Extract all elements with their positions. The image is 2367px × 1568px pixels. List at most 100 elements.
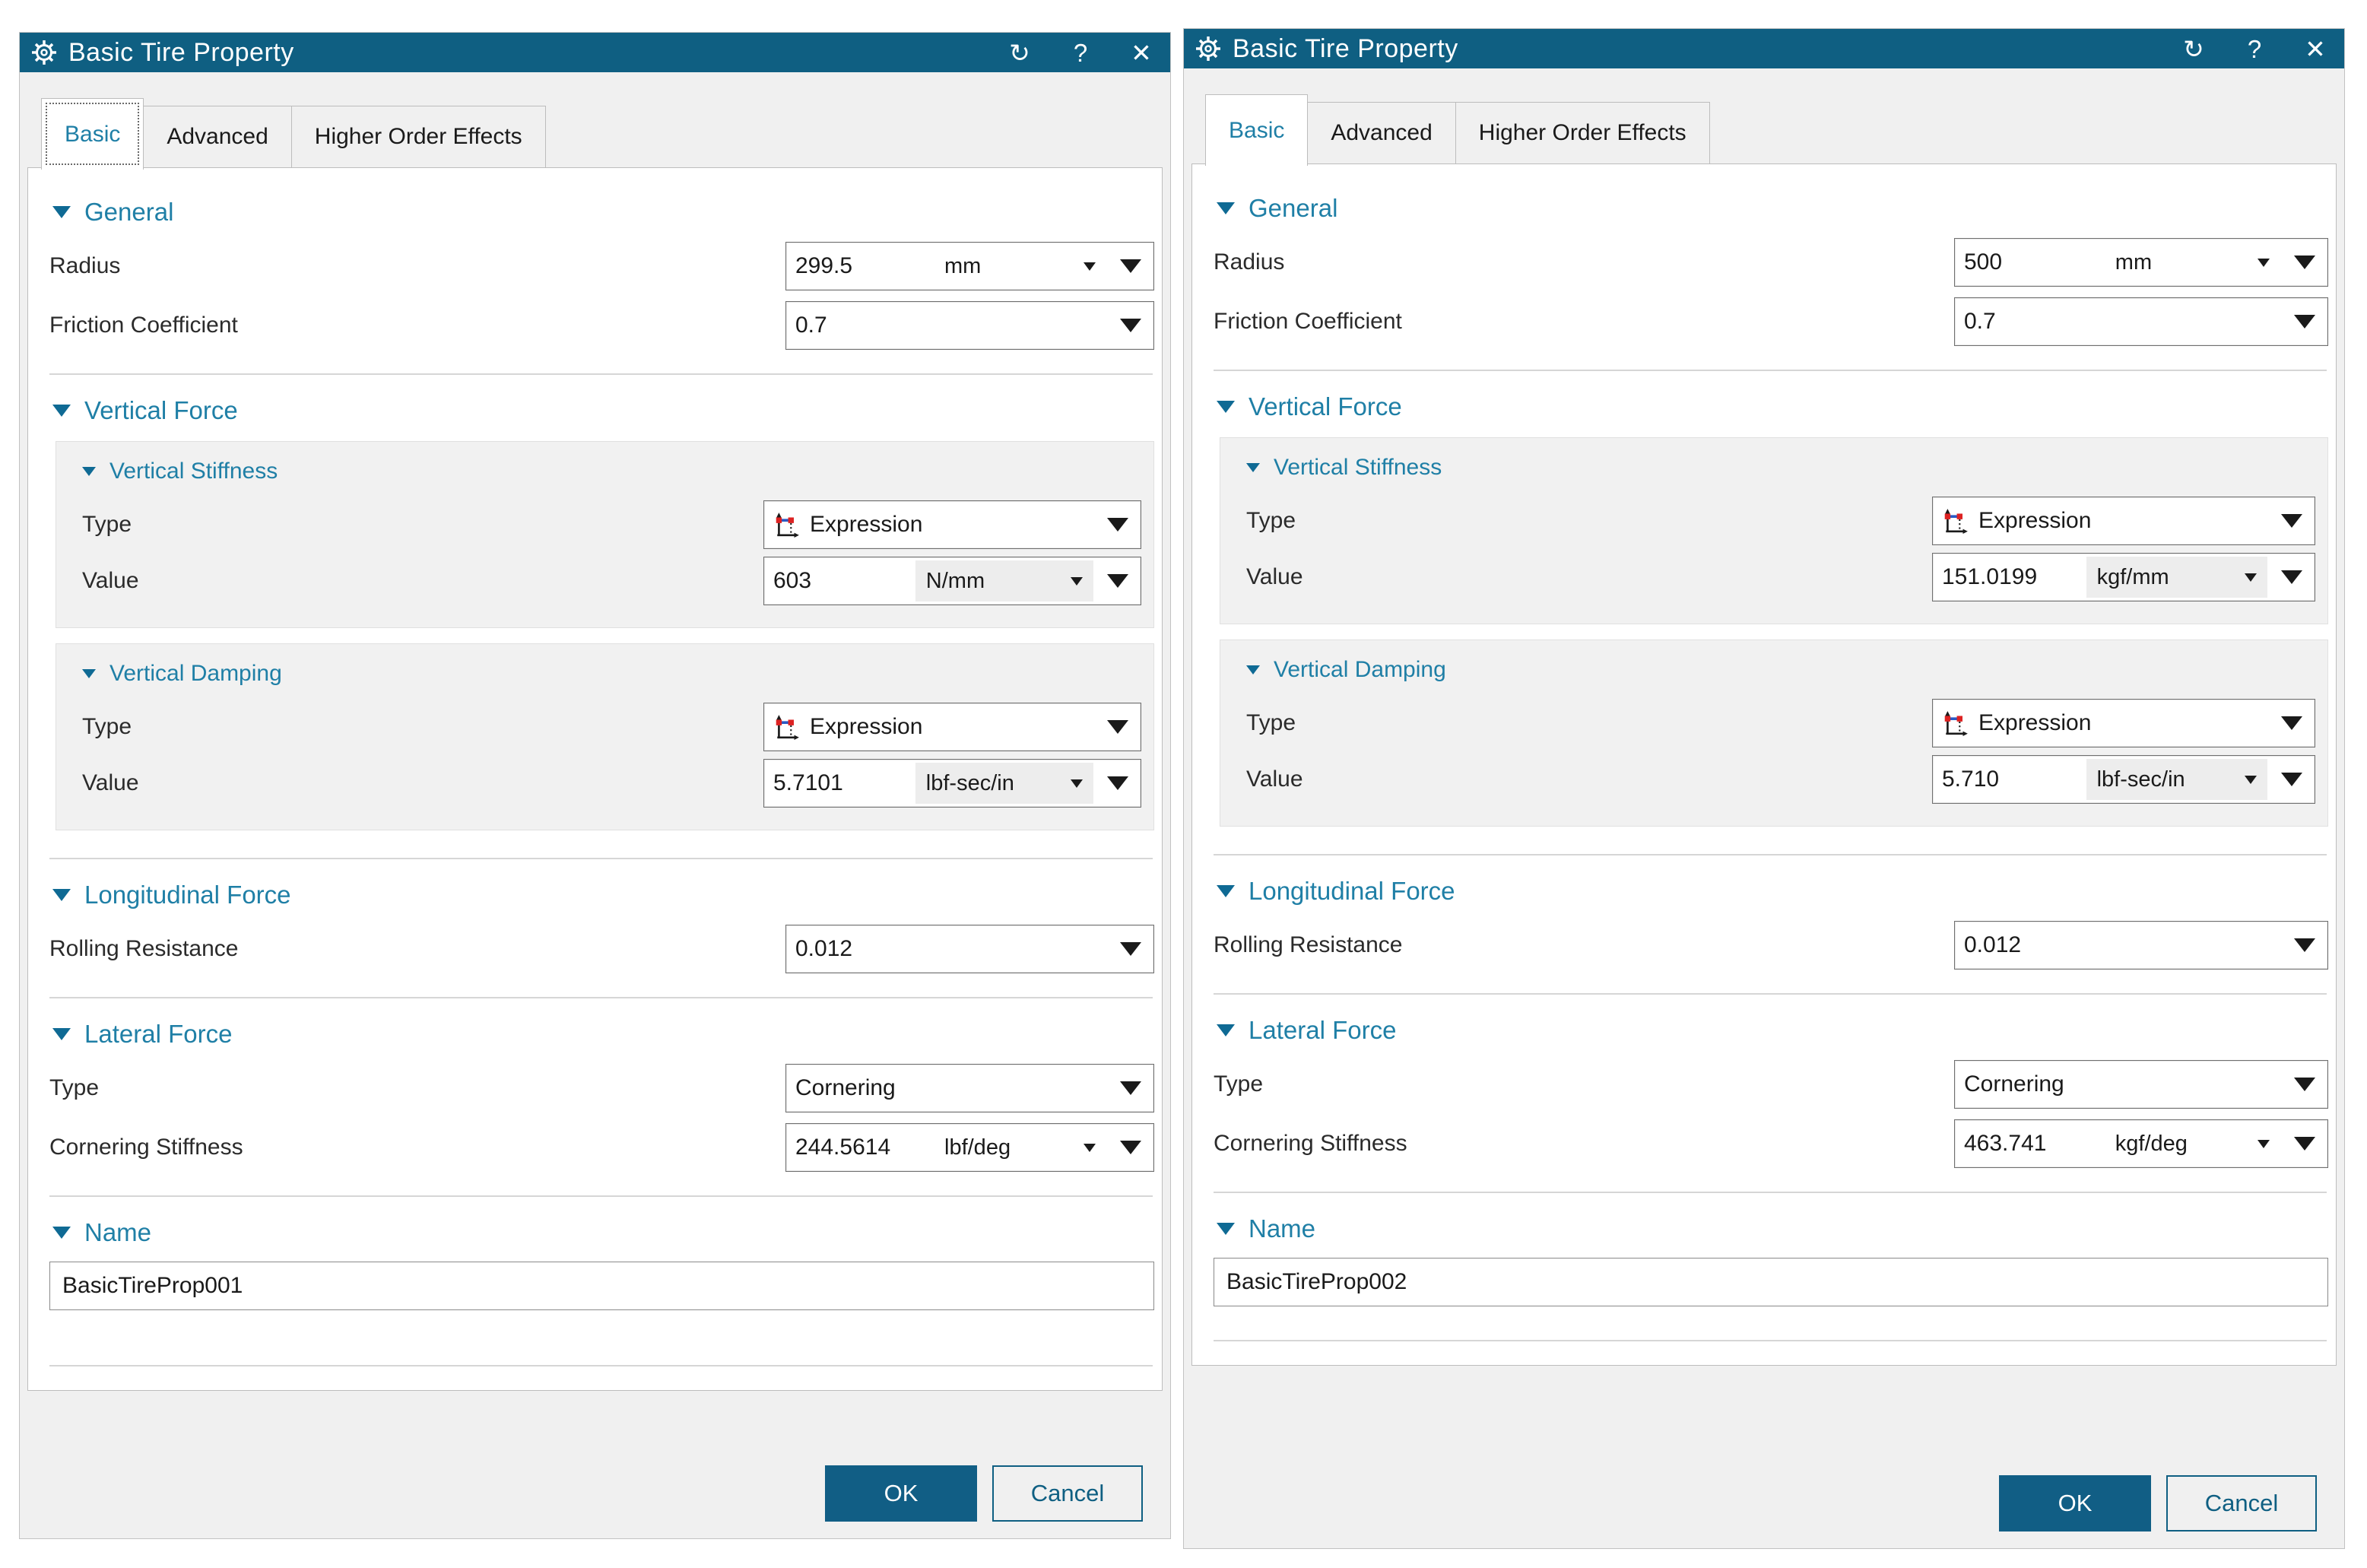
radius-field[interactable]: mm <box>785 242 1154 290</box>
damping-unit[interactable]: lbf-sec/in <box>925 770 1014 795</box>
stiffness-type-dropdown-arrow-icon[interactable] <box>1107 518 1128 532</box>
cornering-stiffness-input[interactable] <box>795 1135 934 1160</box>
friction-field[interactable] <box>1954 297 2328 346</box>
tab-advanced[interactable]: Advanced <box>144 106 292 168</box>
cornering-stiffness-dropdown-arrow-icon[interactable] <box>1120 1141 1141 1154</box>
rolling-resistance-dropdown-arrow-icon[interactable] <box>1120 942 1141 956</box>
section-header-name[interactable]: Name <box>52 1214 1154 1251</box>
damping-type-combo[interactable]: Expression <box>1932 699 2315 747</box>
section-header-name[interactable]: Name <box>1217 1211 2328 1247</box>
rolling-resistance-input[interactable] <box>1964 932 2280 958</box>
section-header-lateral-force[interactable]: Lateral Force <box>52 1016 1154 1052</box>
rolling-resistance-field[interactable] <box>785 925 1154 973</box>
tab-basic[interactable]: Basic <box>1205 94 1309 166</box>
unit-dropdown-arrow-icon[interactable] <box>1071 576 1083 586</box>
rolling-resistance-dropdown-arrow-icon[interactable] <box>2294 938 2315 952</box>
stiffness-unit[interactable]: N/mm <box>925 568 985 593</box>
close-icon[interactable]: ✕ <box>1131 38 1152 67</box>
ok-button[interactable]: OK <box>825 1465 977 1522</box>
help-icon[interactable]: ? <box>1073 38 1088 67</box>
collapse-arrow-icon[interactable] <box>52 405 71 417</box>
cornering-stiffness-unit[interactable]: lbf/deg <box>944 1135 1011 1160</box>
stiffness-value-input[interactable] <box>773 568 915 594</box>
friction-value-input[interactable] <box>1964 309 2280 335</box>
section-header-vertical-force[interactable]: Vertical Force <box>52 392 1154 429</box>
collapse-arrow-icon[interactable] <box>1217 885 1235 897</box>
lateral-type-combo[interactable]: Cornering <box>1954 1060 2328 1109</box>
collapse-arrow-icon[interactable] <box>1217 401 1235 413</box>
friction-dropdown-arrow-icon[interactable] <box>1120 319 1141 332</box>
collapse-arrow-icon[interactable] <box>52 1227 71 1239</box>
collapse-arrow-icon[interactable] <box>52 1028 71 1040</box>
damping-value-input[interactable] <box>1942 767 2086 792</box>
stiffness-value-dropdown-arrow-icon[interactable] <box>1107 574 1128 588</box>
unit-dropdown-arrow-icon[interactable] <box>1084 262 1096 271</box>
cancel-button[interactable]: Cancel <box>2166 1475 2317 1531</box>
collapse-arrow-icon[interactable] <box>1246 665 1260 674</box>
collapse-arrow-icon[interactable] <box>1217 1223 1235 1235</box>
section-header-general[interactable]: General <box>52 194 1154 230</box>
damping-type-dropdown-arrow-icon[interactable] <box>1107 720 1128 734</box>
radius-value-input[interactable] <box>795 253 934 279</box>
name-input[interactable] <box>49 1262 1154 1310</box>
damping-value-dropdown-arrow-icon[interactable] <box>1107 776 1128 790</box>
cornering-stiffness-field[interactable]: kgf/deg <box>1954 1119 2328 1168</box>
lateral-type-dropdown-arrow-icon[interactable] <box>2294 1078 2315 1091</box>
unit-dropdown-arrow-icon[interactable] <box>1084 1143 1096 1152</box>
friction-field[interactable] <box>785 301 1154 350</box>
damping-value-dropdown-arrow-icon[interactable] <box>2281 773 2302 786</box>
stiffness-value-dropdown-arrow-icon[interactable] <box>2281 570 2302 584</box>
ok-button[interactable]: OK <box>1999 1475 2151 1531</box>
tab-advanced[interactable]: Advanced <box>1308 102 1456 164</box>
radius-unit[interactable]: mm <box>944 253 982 278</box>
name-input[interactable] <box>1214 1258 2328 1306</box>
tab-basic[interactable]: Basic <box>41 98 144 170</box>
collapse-arrow-icon[interactable] <box>52 889 71 901</box>
section-header-longitudinal-force[interactable]: Longitudinal Force <box>1217 873 2328 909</box>
cornering-stiffness-input[interactable] <box>1964 1131 2105 1157</box>
tab-higher-order-effects[interactable]: Higher Order Effects <box>1455 102 1710 164</box>
rolling-resistance-field[interactable] <box>1954 921 2328 970</box>
stiffness-value-input[interactable] <box>1942 564 2086 590</box>
collapse-arrow-icon[interactable] <box>1246 463 1260 472</box>
damping-value-input[interactable] <box>773 770 915 796</box>
collapse-arrow-icon[interactable] <box>82 669 96 678</box>
cornering-stiffness-field[interactable]: lbf/deg <box>785 1123 1154 1172</box>
reset-icon[interactable]: ↻ <box>1009 38 1030 67</box>
unit-dropdown-arrow-icon[interactable] <box>2258 258 2270 267</box>
unit-dropdown-arrow-icon[interactable] <box>2245 573 2257 582</box>
stiffness-value-field[interactable]: kgf/mm <box>1932 553 2315 601</box>
damping-unit[interactable]: lbf-sec/in <box>2096 767 2185 792</box>
section-header-vertical-force[interactable]: Vertical Force <box>1217 389 2328 425</box>
stiffness-type-combo[interactable]: Expression <box>763 500 1141 549</box>
subsection-header-vertical-damping[interactable]: Vertical Damping <box>1246 654 2315 686</box>
section-header-longitudinal-force[interactable]: Longitudinal Force <box>52 877 1154 913</box>
cornering-stiffness-unit[interactable]: kgf/deg <box>2115 1131 2188 1156</box>
radius-field[interactable]: mm <box>1954 238 2328 287</box>
collapse-arrow-icon[interactable] <box>52 206 71 218</box>
unit-dropdown-arrow-icon[interactable] <box>1071 779 1083 788</box>
cancel-button[interactable]: Cancel <box>992 1465 1143 1522</box>
collapse-arrow-icon[interactable] <box>82 467 96 476</box>
close-icon[interactable]: ✕ <box>2305 34 2326 63</box>
radius-unit[interactable]: mm <box>2115 249 2153 275</box>
lateral-type-combo[interactable]: Cornering <box>785 1064 1154 1113</box>
subsection-header-vertical-stiffness[interactable]: Vertical Stiffness <box>82 455 1141 487</box>
friction-dropdown-arrow-icon[interactable] <box>2294 315 2315 329</box>
subsection-header-vertical-stiffness[interactable]: Vertical Stiffness <box>1246 452 2315 484</box>
radius-dropdown-arrow-icon[interactable] <box>2294 256 2315 269</box>
help-icon[interactable]: ? <box>2247 34 2262 63</box>
tab-higher-order-effects[interactable]: Higher Order Effects <box>291 106 546 168</box>
radius-dropdown-arrow-icon[interactable] <box>1120 259 1141 273</box>
stiffness-value-field[interactable]: N/mm <box>763 557 1141 605</box>
collapse-arrow-icon[interactable] <box>1217 202 1235 214</box>
reset-icon[interactable]: ↻ <box>2183 34 2204 63</box>
cornering-stiffness-dropdown-arrow-icon[interactable] <box>2294 1137 2315 1151</box>
friction-value-input[interactable] <box>795 313 1106 338</box>
unit-dropdown-arrow-icon[interactable] <box>2245 775 2257 784</box>
radius-value-input[interactable] <box>1964 249 2105 275</box>
subsection-header-vertical-damping[interactable]: Vertical Damping <box>82 658 1141 690</box>
lateral-type-dropdown-arrow-icon[interactable] <box>1120 1081 1141 1095</box>
damping-value-field[interactable]: lbf-sec/in <box>763 759 1141 808</box>
stiffness-type-combo[interactable]: Expression <box>1932 497 2315 545</box>
